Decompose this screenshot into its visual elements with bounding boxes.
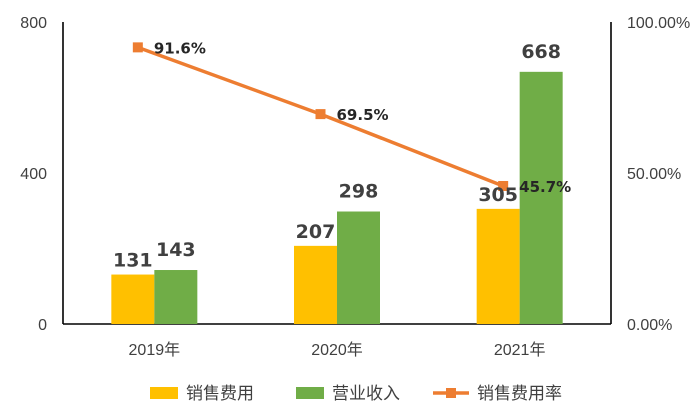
- sales-expense-value-label: 207: [296, 221, 336, 243]
- x-tick-label: 2021年: [494, 341, 546, 359]
- right-tick-label: 50.00%: [627, 166, 681, 183]
- left-tick-label: 800: [20, 15, 47, 32]
- revenue-value-label: 668: [521, 41, 561, 63]
- left-tick-label: 0: [38, 317, 47, 334]
- rate-marker: [498, 180, 509, 191]
- x-tick-label: 2019年: [129, 341, 181, 359]
- legend-marker: [446, 388, 456, 398]
- data-labels: 131 207 305 143 298 668 91.6% 69.5% 45.7%: [113, 39, 571, 271]
- bar-sales-expense: [476, 208, 520, 324]
- right-tick-label: 0.00%: [627, 317, 672, 334]
- rate-line: [132, 42, 509, 191]
- revenue-value-label: 298: [339, 181, 379, 203]
- bars: [111, 71, 563, 324]
- sales-expense-value-label: 131: [113, 250, 153, 272]
- bar-sales-expense: [294, 245, 337, 324]
- sales-expense-value-label: 305: [478, 184, 518, 206]
- rate-value-label: 69.5%: [337, 106, 389, 124]
- bar-revenue: [337, 211, 380, 324]
- rate-value-label: 91.6%: [154, 39, 206, 57]
- legend-label: 营业收入: [332, 384, 400, 404]
- legend-swatch: [150, 387, 178, 399]
- bar-revenue: [519, 71, 563, 324]
- left-tick-label: 400: [20, 166, 47, 183]
- legend-label: 销售费用: [186, 384, 254, 404]
- rate-marker: [315, 109, 326, 120]
- legend-label: 销售费用率: [477, 384, 562, 404]
- rate-value-label: 45.7%: [519, 178, 571, 196]
- legend-swatch: [296, 387, 324, 399]
- bar-sales-expense: [111, 274, 155, 324]
- bar-revenue: [154, 270, 198, 324]
- revenue-value-label: 143: [156, 239, 196, 261]
- x-tick-label: 2020年: [311, 341, 363, 359]
- rate-marker: [132, 42, 143, 53]
- right-tick-label: 100.00%: [627, 15, 690, 32]
- legend: 销售费用 营业收入 销售费用率: [150, 384, 562, 404]
